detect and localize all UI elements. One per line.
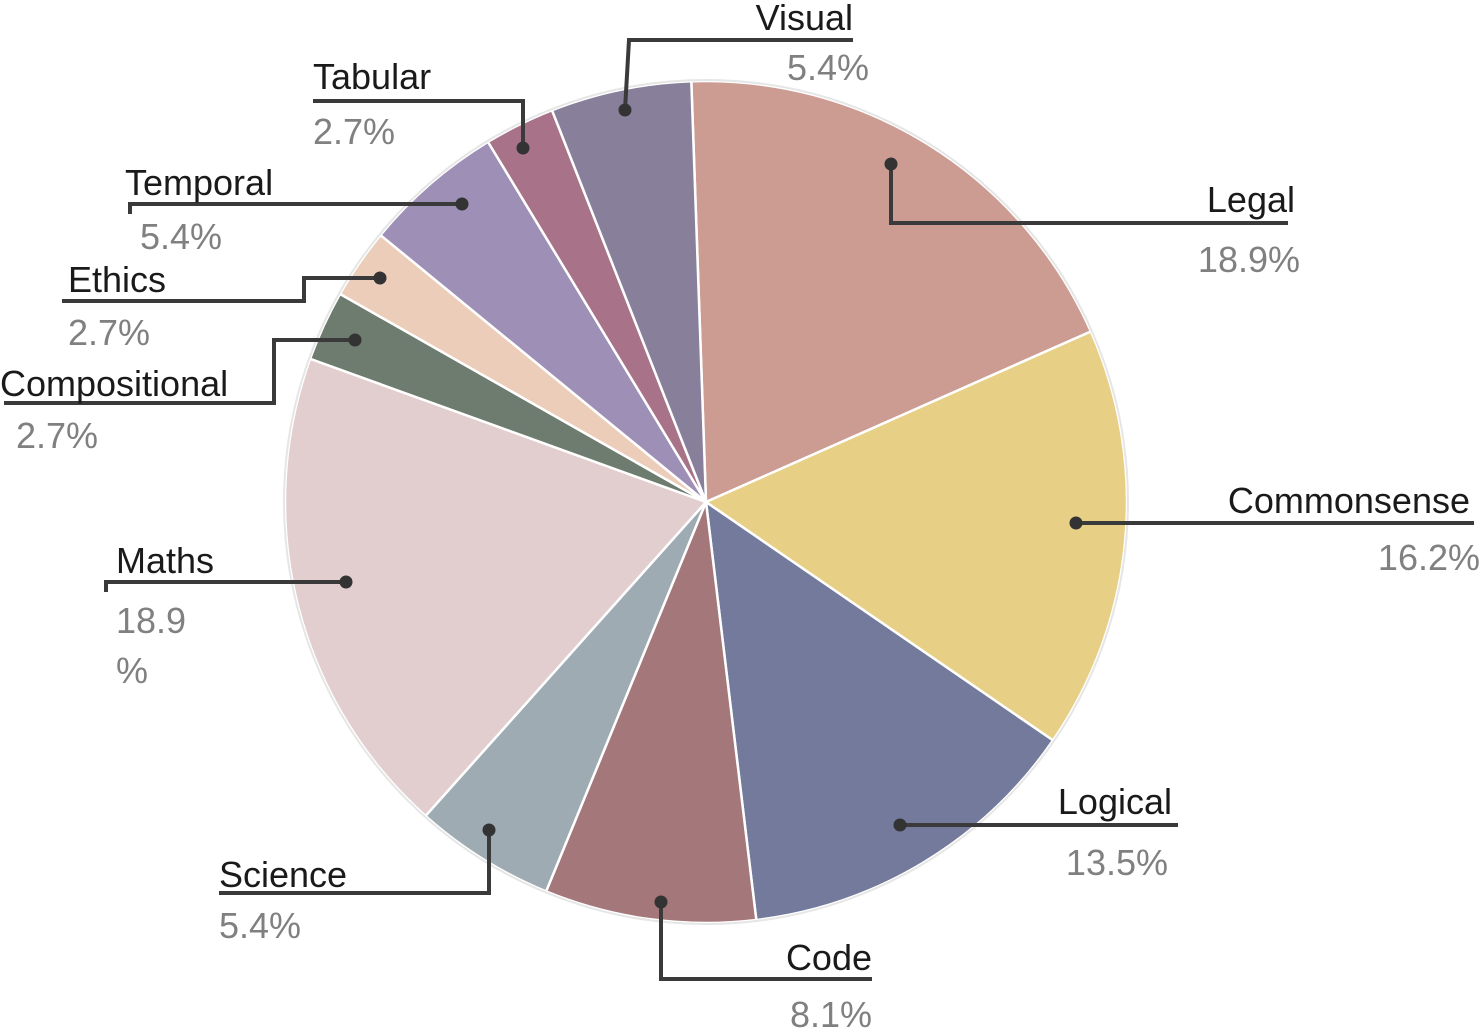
leader-dot-ethics	[373, 271, 387, 285]
leader-line-visual	[623, 38, 853, 111]
leader-line-science	[219, 830, 491, 895]
slice-value-tabular: 2.7%	[313, 111, 395, 152]
leader-lines	[4, 38, 1474, 981]
leader-dot-commonsense	[1069, 516, 1083, 530]
slice-label-temporal: Temporal	[125, 162, 273, 203]
slice-label-compositional: Compositional	[0, 363, 228, 404]
leader-line-compositional	[4, 338, 355, 405]
leader-dot-temporal	[455, 197, 469, 211]
slice-label-legal: Legal	[1207, 179, 1295, 220]
pie-slice-visual	[550, 79, 708, 503]
leader-line-tabular	[313, 99, 525, 148]
pie-outline	[283, 79, 1129, 925]
leader-dot-science	[482, 823, 496, 837]
leader-dot-compositional	[348, 333, 362, 347]
pie-slices	[283, 79, 1129, 925]
leader-dot-tabular	[516, 141, 530, 155]
slice-value-ethics: 2.7%	[68, 312, 150, 353]
slice-value-temporal: 5.4%	[140, 216, 222, 257]
slice-label-maths: Maths	[116, 540, 214, 581]
slice-label-tabular: Tabular	[313, 56, 431, 97]
leader-line-ethics	[62, 276, 380, 303]
leader-line-legal	[889, 164, 1288, 225]
slice-label-code: Code	[786, 937, 872, 978]
slice-value-code: 8.1%	[790, 994, 872, 1028]
slice-value-science: 5.4%	[219, 905, 301, 946]
pie-slice-temporal	[378, 140, 708, 503]
slice-value-compositional: 2.7%	[16, 415, 98, 456]
pie-slice-code	[544, 497, 758, 925]
slice-value-maths-line2: %	[116, 650, 148, 691]
slice-value-visual: 5.4%	[787, 47, 869, 88]
slice-value-logical: 13.5%	[1066, 842, 1168, 883]
pie-slice-science	[423, 501, 708, 894]
slice-value-legal: 18.9%	[1198, 239, 1300, 280]
leader-dot-code	[654, 895, 668, 909]
pie-slice-maths	[283, 357, 709, 818]
pie-slice-legal	[690, 79, 1093, 504]
leader-line-temporal	[128, 202, 462, 214]
slice-label-commonsense: Commonsense	[1228, 480, 1470, 521]
pie-slice-commonsense	[703, 329, 1129, 743]
leader-dot-maths	[339, 575, 353, 589]
slice-label-logical: Logical	[1058, 781, 1172, 822]
pie-slice-logical	[704, 499, 1055, 922]
leader-dot-logical	[893, 818, 907, 832]
leader-dot-visual	[618, 103, 632, 117]
leader-dot-legal	[884, 157, 898, 171]
slice-label-ethics: Ethics	[68, 259, 166, 300]
slice-label-visual: Visual	[756, 0, 853, 38]
slice-value-commonsense: 16.2%	[1378, 537, 1480, 578]
leader-line-maths	[104, 580, 346, 592]
slice-label-science: Science	[219, 854, 347, 895]
leader-line-code	[659, 902, 872, 981]
slice-value-maths: 18.9	[116, 600, 186, 641]
